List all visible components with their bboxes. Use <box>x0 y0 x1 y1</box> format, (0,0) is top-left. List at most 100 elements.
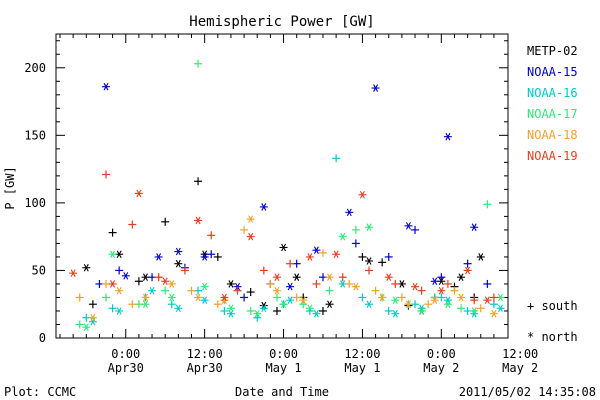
noaa-15-north-point <box>174 247 183 256</box>
noaa-16-south-point <box>332 154 341 163</box>
noaa-16-north-point <box>115 307 124 315</box>
metp-02-south-point <box>213 252 222 261</box>
y-tick-label: 100 <box>24 196 46 210</box>
noaa-16-south-point <box>220 306 229 315</box>
metp-02-south-point <box>272 306 281 315</box>
noaa-18-north-point <box>141 293 150 302</box>
metp-02-north-point <box>174 259 183 268</box>
noaa-19-south-point <box>443 279 452 288</box>
noaa-17-north-point <box>443 300 452 308</box>
x-tick-label-date: Apr30 <box>187 361 223 375</box>
metp-02-south-point <box>88 300 97 309</box>
noaa-19-north-point <box>358 191 367 199</box>
noaa-19-north-point <box>246 232 255 241</box>
noaa-19-south-point <box>259 266 268 275</box>
noaa-17-north-point <box>365 223 374 231</box>
y-tick-label: 50 <box>32 263 46 277</box>
noaa-15-north-point <box>312 246 321 254</box>
noaa-15-north-point <box>200 253 209 261</box>
noaa-17-north-point <box>82 323 91 331</box>
noaa-18-south-point <box>128 300 137 309</box>
noaa-19-north-point <box>108 280 117 288</box>
noaa-17-south-point <box>325 286 334 295</box>
noaa-15-north-point <box>345 208 354 217</box>
marker-legend: + south * north <box>527 299 578 344</box>
noaa-15-north-point <box>443 132 452 141</box>
noaa-17-south-point <box>299 300 308 309</box>
x-axis-label: Date and Time <box>235 385 329 399</box>
noaa-19-south-point <box>417 286 426 295</box>
noaa-16-south-point <box>358 293 367 302</box>
noaa-16-north-point <box>259 304 268 313</box>
noaa-17-north-point <box>338 232 347 241</box>
noaa-19-north-point <box>194 216 203 225</box>
noaa-19-south-point <box>338 273 347 282</box>
x-tick-label-time: 12:00 <box>187 347 223 361</box>
noaa-17-south-point <box>272 293 281 302</box>
metp-02-south-point <box>378 258 387 267</box>
x-tick-label-date: May 1 <box>344 361 380 375</box>
noaa-15-north-point <box>404 222 413 230</box>
noaa-18-north-point <box>299 296 308 304</box>
x-tick-label-date: May 1 <box>265 361 301 375</box>
noaa-15-north-point <box>430 277 439 286</box>
noaa-19-north-point <box>463 266 472 275</box>
noaa-17-north-point <box>141 300 150 308</box>
noaa-17-south-point <box>351 225 360 234</box>
noaa-18-north-point <box>167 280 176 288</box>
noaa-19-south-point <box>365 266 374 275</box>
legend-noaa-19: NOAA-19 <box>527 149 578 163</box>
y-tick-label: 150 <box>24 128 46 142</box>
noaa-19-north-point <box>483 296 492 304</box>
noaa-18-south-point <box>371 286 380 295</box>
marker-legend-north: * north <box>527 330 578 344</box>
noaa-18-south-point <box>476 304 485 313</box>
noaa-15-north-point <box>121 272 130 280</box>
noaa-15-north-point <box>470 223 479 231</box>
metp-02-south-point <box>108 228 117 237</box>
noaa-18-north-point <box>378 293 387 302</box>
noaa-17-north-point <box>279 300 288 308</box>
noaa-17-south-point <box>75 320 84 329</box>
noaa-15-south-point <box>483 279 492 288</box>
x-tick-label-date: May 2 <box>423 361 459 375</box>
footer-timestamp: 2011/05/02 14:35:08 <box>459 385 596 399</box>
noaa-19-north-point <box>437 286 446 295</box>
noaa-19-south-point <box>128 220 137 229</box>
noaa-17-north-point <box>253 309 262 318</box>
noaa-15-north-point <box>286 282 295 291</box>
noaa-18-north-point <box>351 282 360 291</box>
noaa-16-north-point <box>200 296 209 304</box>
plot-frame <box>55 33 509 339</box>
legend-noaa-17: NOAA-17 <box>527 107 578 121</box>
legend-noaa-18: NOAA-18 <box>527 128 578 142</box>
noaa-19-south-point <box>154 273 163 282</box>
noaa-19-south-point <box>207 231 216 240</box>
noaa-18-north-point <box>115 286 124 295</box>
noaa-17-south-point <box>483 200 492 209</box>
noaa-17-south-point <box>161 286 170 295</box>
metp-02-south-point <box>134 277 143 286</box>
noaa-17-north-point <box>167 293 176 302</box>
noaa-17-south-point <box>102 293 111 302</box>
x-tick-label-time: 0:00 <box>269 347 298 361</box>
noaa-18-south-point <box>75 293 84 302</box>
marker-legend-south: + south <box>527 299 578 313</box>
noaa-16-north-point <box>312 309 321 318</box>
noaa-19-north-point <box>161 277 170 286</box>
x-tick-label-date: May 2 <box>502 361 538 375</box>
noaa-17-north-point <box>226 304 235 313</box>
noaa-16-north-point <box>286 296 295 304</box>
noaa-17-north-point <box>108 250 117 259</box>
x-tick-label-time: 0:00 <box>111 347 140 361</box>
noaa-15-south-point <box>463 259 472 268</box>
chart-title: Hemispheric Power [GW] <box>189 14 374 30</box>
noaa-18-north-point <box>457 293 466 302</box>
noaa-19-north-point <box>332 250 341 259</box>
noaa-16-north-point <box>365 300 374 308</box>
noaa-16-south-point <box>384 306 393 315</box>
noaa-17-north-point <box>417 307 426 315</box>
noaa-15-north-point <box>102 82 111 91</box>
